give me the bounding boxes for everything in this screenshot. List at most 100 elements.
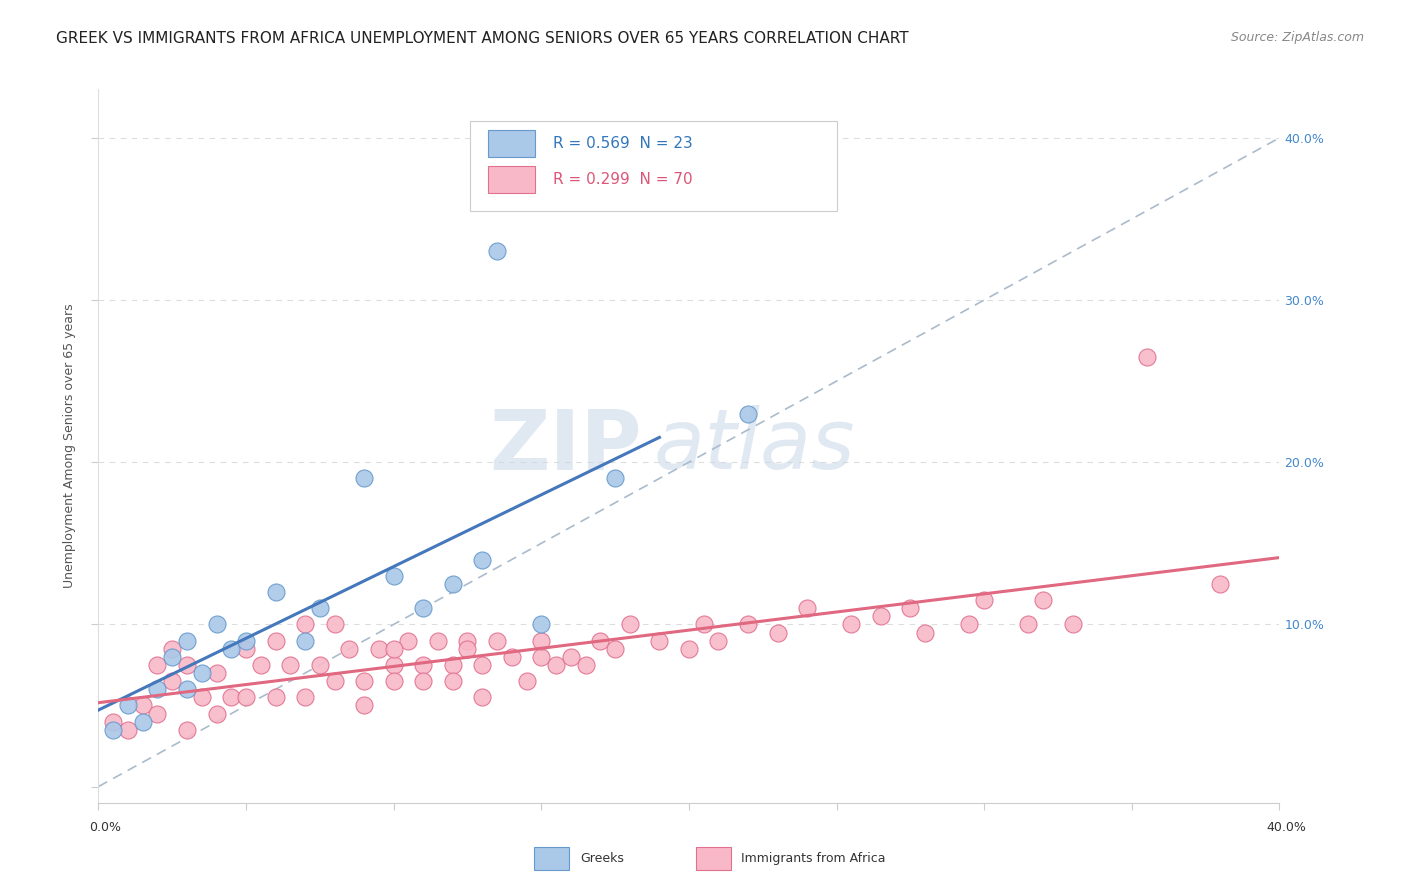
Point: [1032, 593, 1054, 607]
Point: [353, 471, 375, 485]
Point: [1209, 577, 1232, 591]
Point: [900, 601, 922, 615]
Point: [530, 633, 553, 648]
Point: [294, 690, 316, 705]
Point: [294, 617, 316, 632]
Point: [1017, 617, 1039, 632]
FancyBboxPatch shape: [471, 121, 837, 211]
Point: [486, 244, 509, 259]
Point: [693, 617, 716, 632]
Point: [441, 577, 464, 591]
Point: [309, 657, 332, 672]
Point: [515, 674, 537, 689]
Point: [117, 698, 139, 713]
Point: [560, 649, 582, 664]
Point: [382, 674, 405, 689]
Text: 40.0%: 40.0%: [1267, 822, 1306, 834]
Point: [264, 690, 287, 705]
Point: [501, 649, 523, 664]
Point: [737, 407, 759, 421]
Point: [162, 641, 183, 656]
Bar: [488, 166, 536, 193]
Point: [441, 657, 464, 672]
Point: [678, 641, 700, 656]
Point: [605, 471, 627, 485]
Point: [162, 674, 183, 689]
Point: [869, 609, 891, 624]
Point: [441, 674, 464, 689]
Point: [471, 552, 494, 566]
Point: [841, 617, 863, 632]
Point: [368, 641, 391, 656]
Text: R = 0.299  N = 70: R = 0.299 N = 70: [553, 171, 693, 186]
Point: [766, 625, 789, 640]
Point: [264, 585, 287, 599]
Point: [132, 714, 155, 729]
Point: [191, 666, 214, 681]
Point: [219, 690, 242, 705]
Point: [323, 674, 346, 689]
Point: [471, 690, 494, 705]
Point: [412, 601, 434, 615]
Point: [353, 698, 375, 713]
Point: [278, 657, 302, 672]
Point: [412, 674, 434, 689]
Point: [382, 657, 405, 672]
Point: [353, 674, 375, 689]
Text: Source: ZipAtlas.com: Source: ZipAtlas.com: [1230, 31, 1364, 45]
Point: [250, 657, 273, 672]
Point: [796, 601, 818, 615]
Point: [619, 617, 641, 632]
Point: [103, 714, 125, 729]
Point: [176, 723, 198, 737]
Point: [176, 682, 198, 697]
Text: Greeks: Greeks: [581, 852, 624, 864]
Point: [176, 657, 198, 672]
Point: [235, 641, 257, 656]
Point: [412, 657, 434, 672]
Text: GREEK VS IMMIGRANTS FROM AFRICA UNEMPLOYMENT AMONG SENIORS OVER 65 YEARS CORRELA: GREEK VS IMMIGRANTS FROM AFRICA UNEMPLOY…: [56, 31, 908, 46]
Point: [235, 690, 257, 705]
Text: Immigrants from Africa: Immigrants from Africa: [741, 852, 886, 864]
Point: [339, 641, 360, 656]
Point: [486, 633, 509, 648]
Point: [605, 641, 627, 656]
Point: [146, 706, 169, 721]
Point: [648, 633, 671, 648]
Text: R = 0.569  N = 23: R = 0.569 N = 23: [553, 136, 693, 151]
Point: [1062, 617, 1084, 632]
Point: [456, 633, 478, 648]
Point: [146, 657, 169, 672]
Point: [117, 723, 139, 737]
Point: [382, 568, 405, 582]
Point: [132, 698, 155, 713]
Point: [264, 633, 287, 648]
Point: [530, 649, 553, 664]
Point: [205, 666, 228, 681]
Point: [162, 649, 183, 664]
Point: [973, 593, 995, 607]
Point: [589, 633, 612, 648]
Point: [176, 633, 198, 648]
Point: [309, 601, 332, 615]
Point: [737, 617, 759, 632]
Point: [471, 657, 494, 672]
Point: [146, 682, 169, 697]
Point: [191, 690, 214, 705]
Point: [574, 657, 596, 672]
Point: [219, 641, 242, 656]
Point: [530, 617, 553, 632]
Point: [707, 633, 730, 648]
Text: atlas: atlas: [654, 406, 855, 486]
Point: [396, 633, 419, 648]
Point: [1135, 350, 1157, 364]
Point: [235, 633, 257, 648]
Bar: [488, 130, 536, 157]
Point: [546, 657, 568, 672]
Point: [205, 706, 228, 721]
Point: [456, 641, 478, 656]
Point: [323, 617, 346, 632]
Point: [294, 633, 316, 648]
Point: [959, 617, 981, 632]
Point: [427, 633, 450, 648]
